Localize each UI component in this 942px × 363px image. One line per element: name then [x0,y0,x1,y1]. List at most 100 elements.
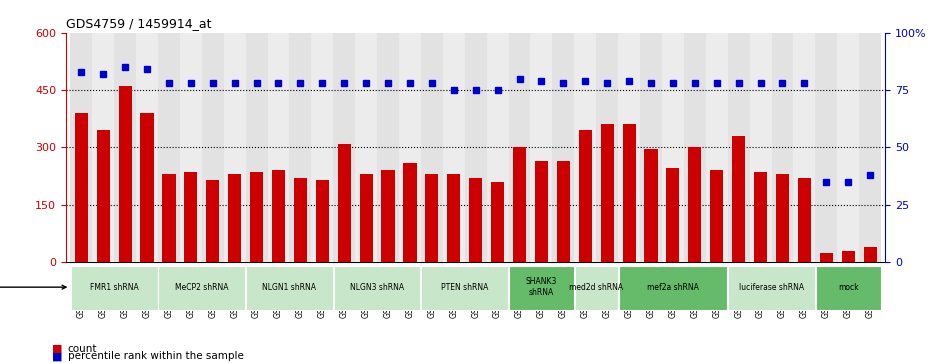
Bar [732,136,745,262]
Bar [158,33,180,262]
Bar [706,33,728,262]
Bar [289,33,312,262]
Bar [820,253,833,262]
Bar [337,144,350,262]
Bar [771,33,793,262]
Bar [575,33,596,262]
Bar [119,86,132,262]
Text: protocol: protocol [0,282,66,292]
Bar [618,33,640,262]
Bar [162,174,175,262]
Bar [530,33,552,262]
Text: med2d shRNA: med2d shRNA [569,283,624,291]
Bar [92,33,114,262]
Bar [491,182,504,262]
Bar [750,33,771,262]
Bar [206,180,219,262]
Bar [816,33,837,262]
FancyBboxPatch shape [728,266,815,310]
FancyBboxPatch shape [421,266,508,310]
Bar [377,33,399,262]
Bar [403,163,416,262]
Bar [578,130,592,262]
Bar [74,113,88,262]
Bar [684,33,706,262]
Bar [552,33,575,262]
Bar [246,33,268,262]
Text: SHANK3
shRNA: SHANK3 shRNA [526,277,557,297]
Bar [640,33,662,262]
FancyBboxPatch shape [619,266,727,310]
Bar [623,125,636,262]
FancyBboxPatch shape [333,266,420,310]
Bar [689,147,702,262]
Bar [557,161,570,262]
Text: count: count [68,344,97,354]
Bar [294,178,307,262]
FancyBboxPatch shape [816,266,881,310]
Bar [464,33,487,262]
Bar [666,168,679,262]
Bar [596,33,618,262]
Bar [513,147,527,262]
Bar [180,33,202,262]
Text: MeCP2 shRNA: MeCP2 shRNA [175,283,229,291]
Bar [202,33,223,262]
Bar [864,247,877,262]
Bar [798,178,811,262]
Bar [97,130,110,262]
Bar [644,149,658,262]
Bar [841,250,854,262]
Bar [425,174,438,262]
Bar [754,172,767,262]
Bar [837,33,859,262]
Bar [250,172,263,262]
Bar [136,33,158,262]
FancyBboxPatch shape [158,266,245,310]
Bar [268,33,289,262]
Bar [382,170,395,262]
Bar [793,33,816,262]
FancyBboxPatch shape [509,266,574,310]
Bar [312,33,333,262]
Text: GDS4759 / 1459914_at: GDS4759 / 1459914_at [66,17,211,30]
Text: NLGN3 shRNA: NLGN3 shRNA [350,283,404,291]
Bar [71,33,92,262]
Bar [355,33,377,262]
Bar [316,180,329,262]
Bar [662,33,684,262]
Bar [333,33,355,262]
Bar [223,33,246,262]
Bar [535,161,548,262]
Bar [859,33,881,262]
Text: luciferase shRNA: luciferase shRNA [739,283,804,291]
Bar [447,174,461,262]
Bar [710,170,723,262]
Bar [487,33,509,262]
Text: mock: mock [838,283,858,291]
FancyBboxPatch shape [71,266,157,310]
Bar [601,125,614,262]
Bar [421,33,443,262]
FancyBboxPatch shape [575,266,618,310]
Bar [469,178,482,262]
Bar [185,172,198,262]
Bar [228,174,241,262]
Text: percentile rank within the sample: percentile rank within the sample [68,351,244,361]
FancyBboxPatch shape [246,266,333,310]
Bar [114,33,136,262]
Text: PTEN shRNA: PTEN shRNA [441,283,489,291]
Bar [360,174,373,262]
Text: mef2a shRNA: mef2a shRNA [647,283,699,291]
Bar [776,174,789,262]
Bar [272,170,285,262]
Bar [509,33,530,262]
Bar [399,33,421,262]
Bar [443,33,464,262]
Text: ■: ■ [52,351,62,361]
Bar [728,33,750,262]
Text: ■: ■ [52,344,62,354]
Bar [140,113,154,262]
Text: NLGN1 shRNA: NLGN1 shRNA [263,283,317,291]
Text: FMR1 shRNA: FMR1 shRNA [89,283,138,291]
